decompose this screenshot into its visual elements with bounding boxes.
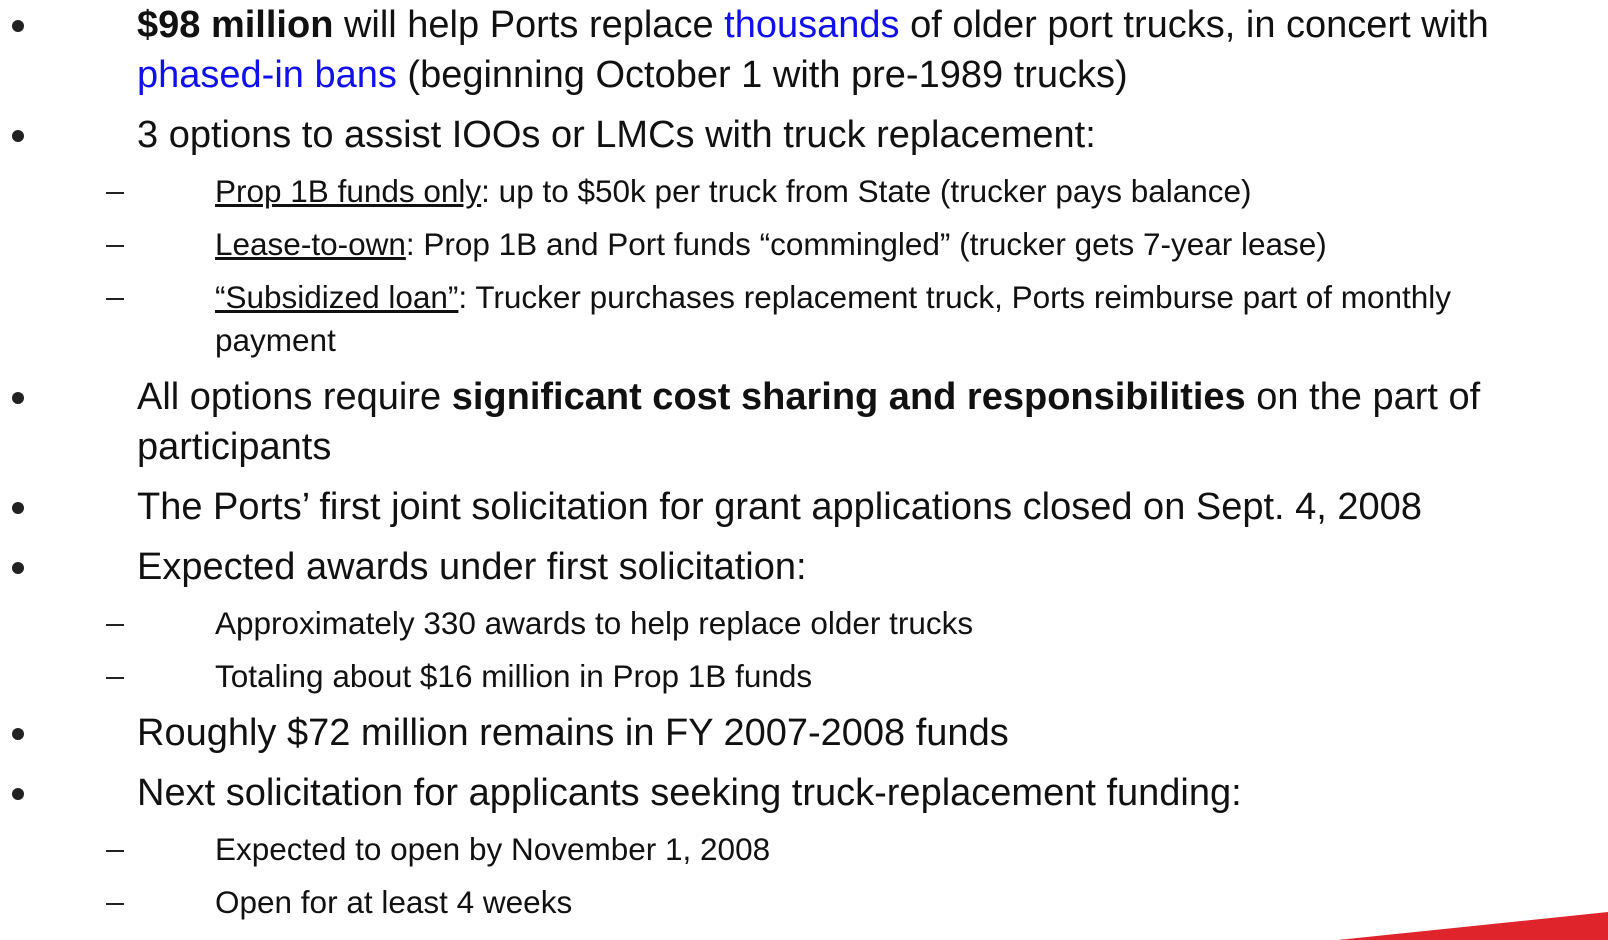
bullet-item: Roughly $72 million remains in FY 2007-2… bbox=[0, 708, 1608, 758]
bullet-dot bbox=[12, 130, 24, 142]
sub-bullet-item: Totaling about $16 million in Prop 1B fu… bbox=[0, 655, 1608, 698]
bullet-dot bbox=[12, 788, 24, 800]
text-run: : Prop 1B and Port funds “commingled” (t… bbox=[405, 226, 1327, 262]
bullet-dot bbox=[12, 392, 24, 404]
text-run: of older port trucks, in concert with bbox=[899, 4, 1489, 46]
text-run: on the part of participants bbox=[137, 376, 1481, 468]
text-run: All options require bbox=[137, 376, 452, 418]
sub-bullet-item: Expected to open by November 1, 2008 bbox=[0, 828, 1608, 871]
bullet-dash bbox=[106, 298, 124, 300]
text-run: phased-in bans bbox=[137, 54, 397, 96]
text-run: Approximately 330 awards to help replace… bbox=[215, 605, 974, 641]
text-run: “Subsidized loan” bbox=[215, 279, 459, 315]
bullet-dot bbox=[12, 502, 24, 514]
bullet-dash bbox=[106, 245, 124, 247]
bullet-dot bbox=[12, 728, 24, 740]
bullet-dash bbox=[106, 903, 124, 905]
text-run: significant cost sharing and responsibil… bbox=[451, 376, 1246, 418]
text-run: Prop 1B funds only bbox=[215, 173, 482, 209]
sub-bullet-item: Approximately 330 awards to help replace… bbox=[0, 602, 1608, 645]
text-run: Open for at least 4 weeks bbox=[215, 884, 573, 920]
sub-bullet-item: Lease-to-own: Prop 1B and Port funds “co… bbox=[0, 223, 1608, 266]
bullet-dash bbox=[106, 192, 124, 194]
sub-bullet-item: Open for at least 4 weeks bbox=[0, 881, 1608, 924]
bullet-item: Expected awards under first solicitation… bbox=[0, 542, 1608, 592]
text-run: will help Ports replace bbox=[333, 4, 725, 46]
text-run: Expected to open by November 1, 2008 bbox=[215, 831, 771, 867]
sub-bullet-item: “Subsidized loan”: Trucker purchases rep… bbox=[0, 276, 1608, 362]
text-run: Roughly $72 million remains in FY 2007-2… bbox=[137, 712, 1009, 754]
bullet-item: All options require significant cost sha… bbox=[0, 372, 1608, 472]
text-run: : up to $50k per truck from State (truck… bbox=[481, 173, 1252, 209]
text-run: 3 options to assist IOOs or LMCs with tr… bbox=[137, 114, 1096, 156]
text-run: thousands bbox=[724, 4, 900, 46]
text-run: : Trucker purchases replacement truck, P… bbox=[215, 279, 1452, 358]
bullet-dash bbox=[106, 677, 124, 679]
bullet-dash bbox=[106, 850, 124, 852]
bullet-dot bbox=[12, 562, 24, 574]
bullet-dot bbox=[12, 20, 24, 32]
bullet-dash bbox=[106, 624, 124, 626]
bullet-item: Next solicitation for applicants seeking… bbox=[0, 768, 1608, 818]
text-run: Expected awards under first solicitation… bbox=[137, 546, 807, 588]
text-run: Next solicitation for applicants seeking… bbox=[137, 772, 1242, 814]
text-run: (beginning October 1 with pre-1989 truck… bbox=[396, 54, 1128, 96]
text-run: $98 million bbox=[137, 4, 334, 46]
text-run: The Ports’ first joint solicitation for … bbox=[137, 486, 1422, 528]
bullet-item: The Ports’ first joint solicitation for … bbox=[0, 482, 1608, 532]
swoosh-shape bbox=[1338, 912, 1608, 940]
bullet-item: 3 options to assist IOOs or LMCs with tr… bbox=[0, 110, 1608, 160]
sub-bullet-item: Prop 1B funds only: up to $50k per truck… bbox=[0, 170, 1608, 213]
text-run: Lease-to-own bbox=[215, 226, 406, 262]
red-swoosh bbox=[1338, 912, 1608, 940]
bullet-item: $98 million will help Ports replace thou… bbox=[0, 0, 1608, 100]
text-run: Totaling about $16 million in Prop 1B fu… bbox=[215, 658, 813, 694]
